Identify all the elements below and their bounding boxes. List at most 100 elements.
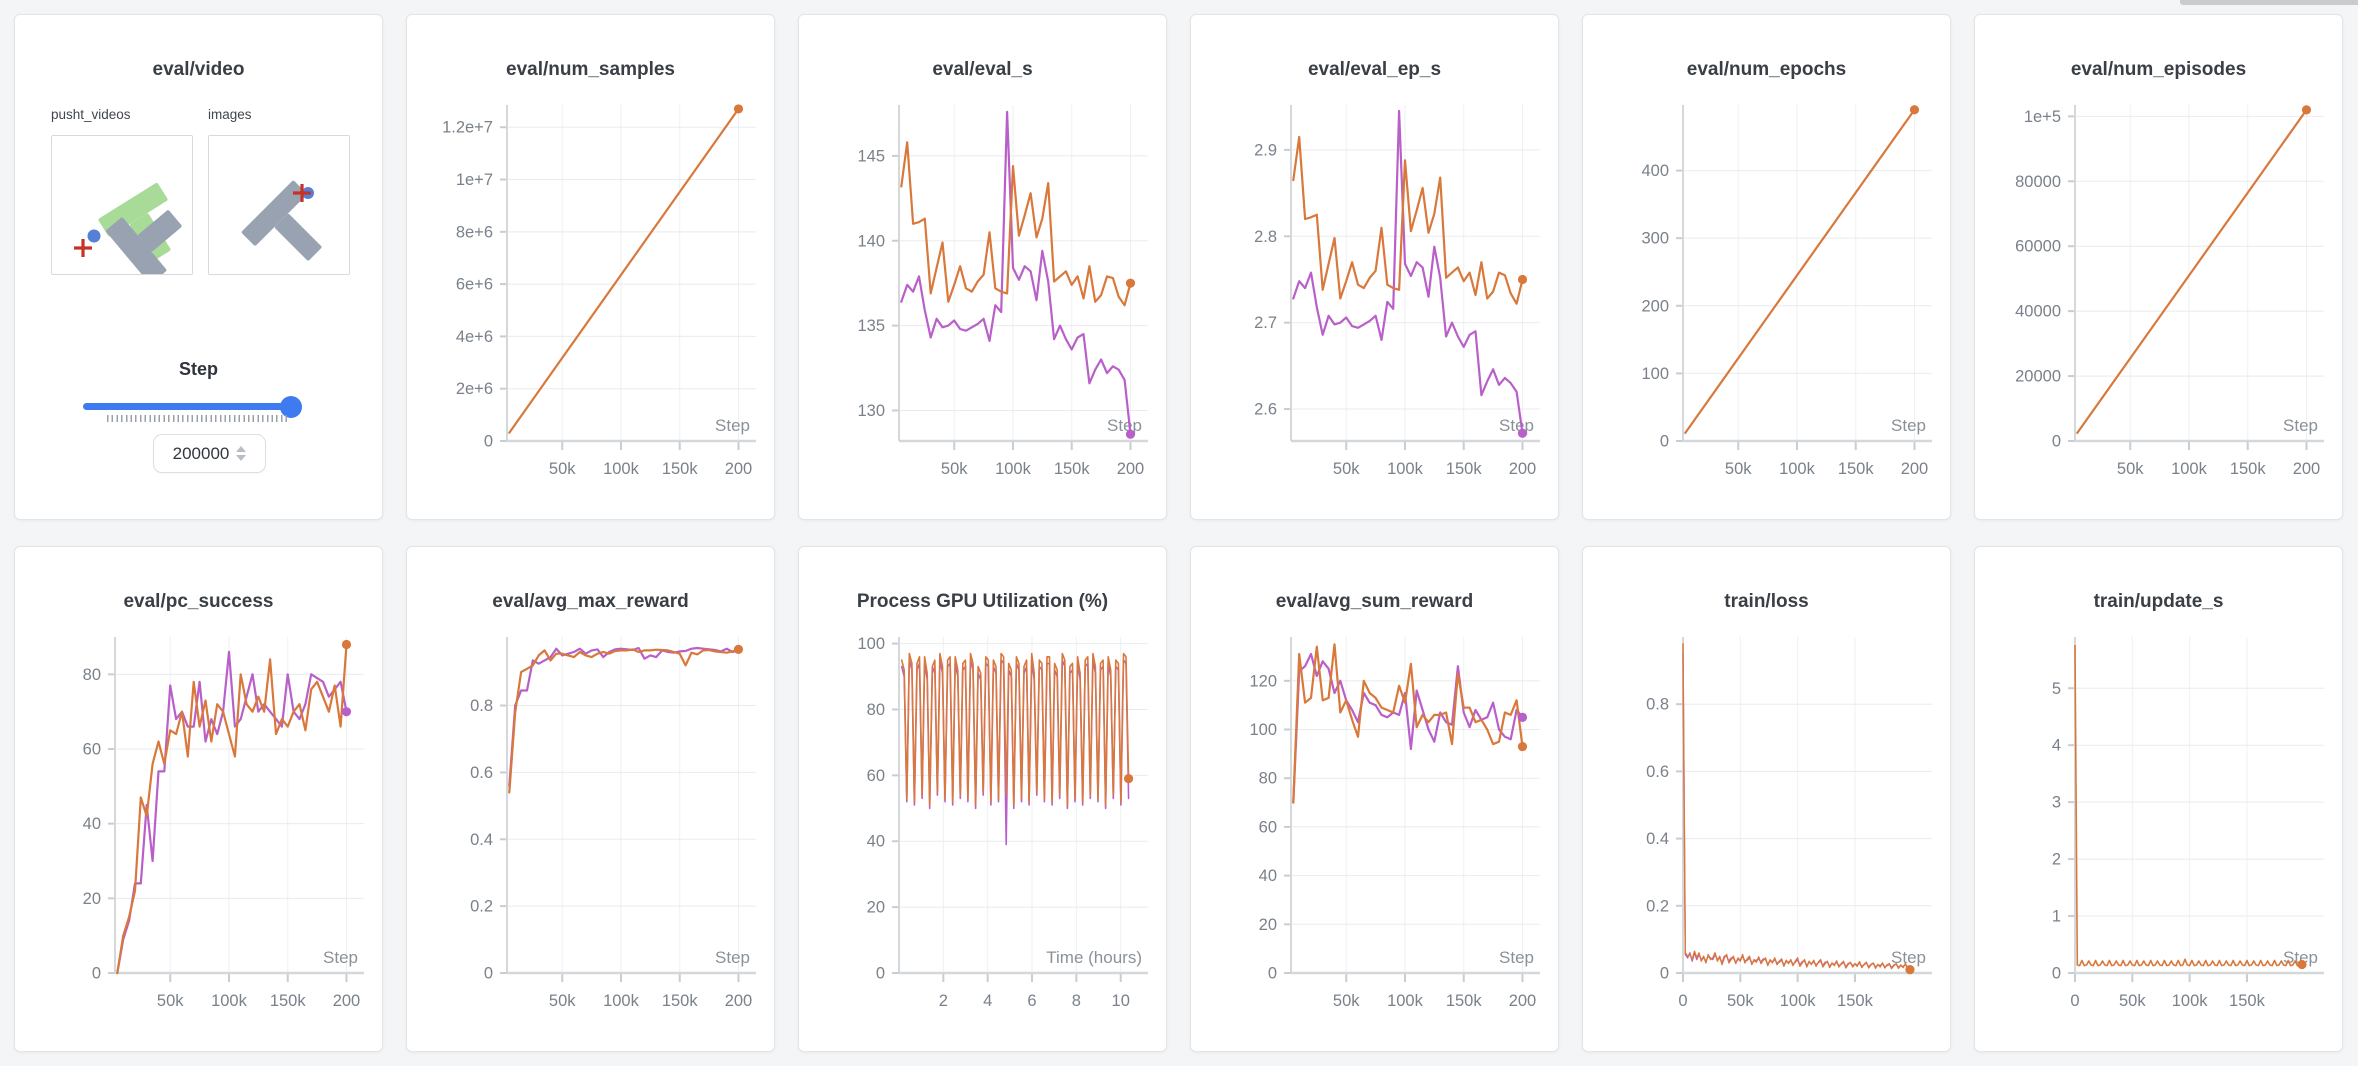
chart-plot-area[interactable]: 50k 100k 150k 200 2.6 2.7 2.8 2.9 Step — [1193, 93, 1558, 503]
step-value: 200000 — [172, 443, 230, 463]
x-tick-label: 50k — [2119, 992, 2146, 1010]
gray-t-shape — [106, 210, 182, 274]
x-tick-label: 0 — [1678, 992, 1687, 1010]
x-tick-label: 100k — [1387, 460, 1424, 478]
series-line — [1684, 108, 1916, 434]
y-tick-label: 0 — [2052, 965, 2061, 983]
x-tick-label: 150k — [1446, 992, 1483, 1010]
y-tick-label: 145 — [857, 147, 885, 165]
video-thumbnail-images[interactable] — [208, 135, 350, 275]
step-down-icon[interactable] — [236, 455, 247, 461]
chart-title: eval/eval_s — [932, 59, 1033, 80]
chart-title: eval/pc_success — [123, 591, 274, 612]
y-tick-label: 5 — [2052, 680, 2061, 698]
chart-plot-area[interactable]: 50k 100k 150k 200 0 20 40 60 80 100 120 Step — [1193, 625, 1558, 1035]
x-tick-label: 150k — [662, 992, 699, 1010]
chart-plot-area[interactable]: 0 50k 100k 150k 0 1 2 3 4 5 Step — [1977, 625, 2342, 1035]
y-tick-label: 130 — [857, 402, 885, 420]
series-line — [1682, 643, 1911, 971]
x-tick-label: 150k — [2230, 460, 2267, 478]
step-value-input[interactable]: 200000 — [153, 434, 266, 473]
video-thumbnail-pusht[interactable] — [51, 135, 193, 275]
step-slider-track[interactable] — [83, 403, 295, 410]
x-tick-label: 100k — [211, 992, 248, 1010]
x-tick-label: 150k — [1446, 460, 1483, 478]
y-tick-label: 0.6 — [1646, 763, 1669, 781]
y-tick-label: 2.7 — [1254, 314, 1277, 332]
series-line — [508, 646, 740, 787]
target-cross — [293, 184, 311, 202]
y-tick-label: 200 — [1641, 297, 1669, 315]
series-end-dot — [1123, 774, 1134, 784]
y-tick-label: 4 — [2052, 737, 2061, 755]
chart-plot-area[interactable]: 50k 100k 150k 200 0 20 40 60 80 Step — [17, 625, 382, 1035]
x-tick-label: 50k — [549, 992, 576, 1010]
series-line — [508, 107, 740, 434]
media-label-pusht-videos: pusht_videos — [51, 107, 131, 122]
y-tick-label: 60 — [1259, 818, 1277, 836]
chart-plot-area[interactable]: 50k 100k 150k 200 0 100 200 300 400 Step — [1585, 93, 1950, 503]
x-tick-label: 200 — [2293, 460, 2321, 478]
x-tick-label: 100k — [2172, 992, 2209, 1010]
series-end-dot — [1905, 965, 1915, 975]
series-end-dot — [2301, 105, 2312, 115]
x-tick-label: 150k — [270, 992, 307, 1010]
chart-plot-area[interactable]: 0 50k 100k 150k 0 0.2 0.4 0.6 0.8 Step — [1585, 625, 1950, 1035]
x-tick-label: 10 — [1112, 992, 1130, 1010]
media-label-images: images — [208, 107, 252, 122]
step-up-icon[interactable] — [236, 446, 247, 452]
y-tick-label: 1e+7 — [456, 171, 493, 189]
y-tick-label: 20 — [867, 899, 885, 917]
y-tick-label: 100 — [1641, 365, 1669, 383]
chart-plot-area[interactable]: 2 4 6 8 10 0 20 40 60 80 100 Time (hours) — [801, 625, 1166, 1035]
y-tick-label: 300 — [1641, 230, 1669, 248]
target-cross — [74, 239, 92, 257]
y-tick-label: 60 — [867, 767, 885, 785]
stepper-buttons[interactable] — [236, 446, 247, 461]
series-end-dot — [1517, 274, 1528, 285]
chart-plot-area[interactable]: 50k 100k 150k 200 0 2e+6 4e+6 6e+6 8e+6 1e+7 1.2e+… — [409, 93, 774, 503]
y-tick-label: 40 — [867, 833, 885, 851]
y-tick-label: 80 — [867, 701, 885, 719]
y-tick-label: 120 — [1249, 672, 1277, 690]
chart-canvas: 50k 100k 150k 200 0 2e+6 4e+6 6e+6 8e+6 1e+7 1.2e+… — [442, 104, 756, 478]
gray-t-shape — [241, 180, 322, 261]
series-end-dot — [1517, 712, 1528, 722]
chart-title: train/update_s — [2093, 591, 2224, 612]
axis-label: Time (hours) — [1046, 948, 1142, 967]
axis-label: Step — [2283, 948, 2318, 967]
x-tick-label: 100k — [2171, 460, 2208, 478]
y-tick-label: 0 — [1660, 433, 1669, 451]
y-tick-label: 6e+6 — [456, 276, 493, 294]
chart-plot-area[interactable]: 50k 100k 150k 200 130 135 140 145 Step — [801, 93, 1166, 503]
y-tick-label: 2e+6 — [456, 380, 493, 398]
chart-title: train/loss — [1724, 591, 1809, 612]
chart-canvas: 50k 100k 150k 200 0 0.2 0.4 0.6 0.8 Step — [470, 637, 756, 1010]
y-tick-label: 0.2 — [1646, 897, 1669, 915]
y-tick-label: 0.8 — [470, 697, 493, 715]
chart-plot-area[interactable]: 50k 100k 150k 200 0 0.2 0.4 0.6 0.8 Step — [409, 625, 774, 1035]
chart-canvas: 0 50k 100k 150k 0 0.2 0.4 0.6 0.8 Step — [1646, 637, 1932, 1010]
x-tick-label: 200 — [1117, 460, 1145, 478]
step-slider-label: Step — [178, 359, 218, 379]
series-line — [900, 110, 1132, 436]
step-slider-thumb[interactable] — [280, 396, 302, 418]
axis-label: Step — [1107, 416, 1142, 435]
chart-title: eval/avg_sum_reward — [1275, 591, 1474, 612]
axis-label: Step — [1891, 948, 1926, 967]
y-tick-label: 60000 — [2015, 238, 2061, 256]
chart-title: Process GPU Utilization (%) — [856, 591, 1109, 612]
panel-eval-num-samples: eval/num_samples 50k 100k 150k 200 0 2e+6 4e+6… — [406, 14, 775, 520]
chart-title: eval/num_episodes — [2070, 59, 2247, 80]
y-tick-label: 60 — [83, 741, 101, 759]
y-tick-label: 135 — [857, 317, 885, 335]
panel-eval-pc-success: eval/pc_success 50k 100k 150k 200 0 20 40 60 80 S… — [14, 546, 383, 1052]
chart-canvas: 50k 100k 150k 200 130 135 140 145 Step — [857, 105, 1148, 478]
chart-canvas: 50k 100k 150k 200 0 20 40 60 80 Step — [83, 637, 364, 1010]
series-end-dot — [733, 104, 744, 114]
y-tick-label: 0 — [1660, 965, 1669, 983]
axis-label: Step — [1499, 948, 1534, 967]
chart-plot-area[interactable]: 50k 100k 150k 200 0 20000 40000 60000 80000 1e+5 S… — [1977, 93, 2342, 503]
series-line — [1292, 643, 1524, 804]
